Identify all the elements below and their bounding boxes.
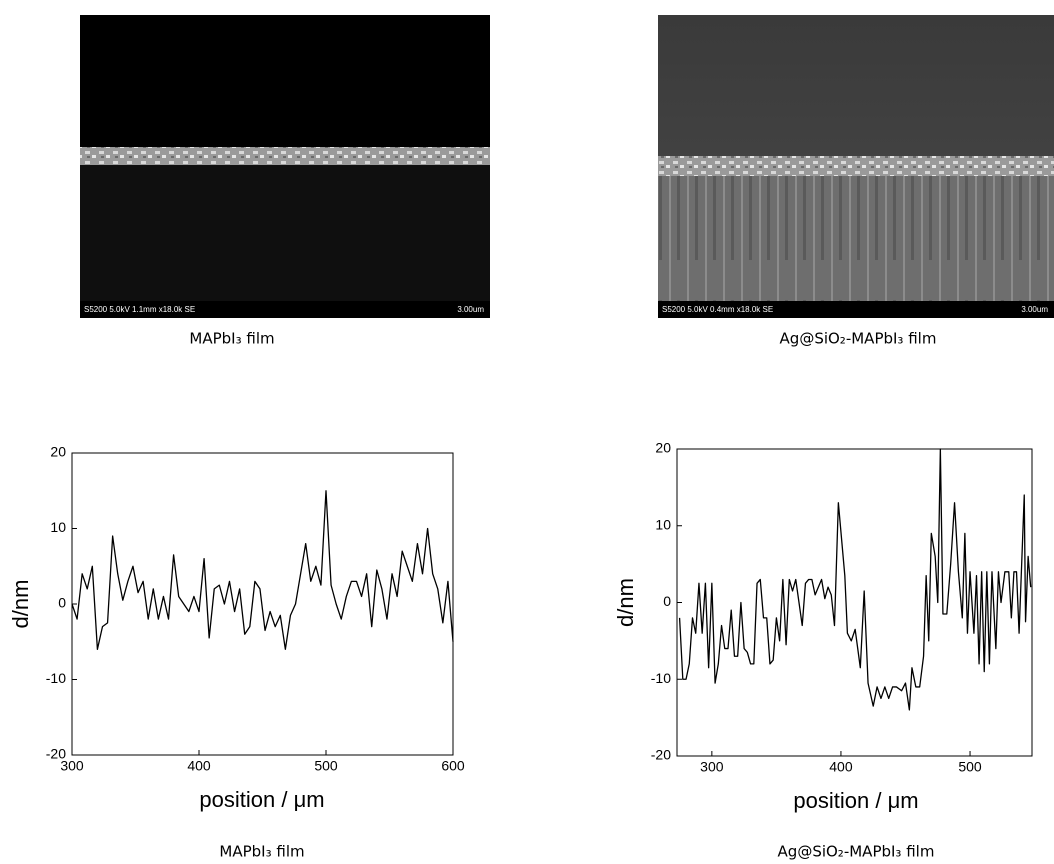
- x-tick-label: 500: [958, 759, 982, 775]
- y-tick-label: -10: [651, 670, 671, 686]
- sem-scale: 3.00um: [1021, 305, 1048, 314]
- data-line: [678, 448, 1032, 711]
- y-tick-label: -10: [46, 670, 66, 686]
- y-axis-label: d/nm: [613, 578, 638, 627]
- sem-image: [658, 15, 1054, 318]
- plot-frame: [71, 452, 454, 756]
- x-tick-label: 300: [60, 758, 84, 774]
- x-axis-label: position / μm: [793, 788, 918, 813]
- x-tick-label: 400: [829, 759, 853, 775]
- caption: MAPbI₃ film: [219, 843, 304, 861]
- y-axis-label: d/nm: [8, 580, 33, 629]
- sem-info: S5200 5.0kV 1.1mm x18.0k SE: [84, 305, 195, 314]
- sem-scale: 3.00um: [457, 305, 484, 314]
- sem-info: S5200 5.0kV 0.4mm x18.0k SE: [662, 305, 773, 314]
- caption: Ag@SiO₂-MAPbI₃ film: [778, 843, 935, 861]
- y-tick-label: -20: [46, 746, 66, 762]
- image-labels: S5200 5.0kV 1.1mm x18.0k SE 3.00um MAPbI…: [84, 305, 1048, 347]
- plot-frame: [676, 448, 1033, 757]
- sem-image: [80, 15, 490, 318]
- caption: MAPbI₃ film: [189, 330, 274, 348]
- x-tick-label: 300: [700, 759, 724, 775]
- data-line: [71, 490, 454, 650]
- y-tick-label: 0: [58, 595, 66, 611]
- x-tick-label: 400: [187, 758, 211, 774]
- y-tick-label: -20: [651, 747, 671, 763]
- y-tick-label: 0: [663, 593, 671, 609]
- y-tick-label: 10: [50, 519, 66, 535]
- x-axis-label: position / μm: [199, 787, 324, 812]
- x-tick-label: 500: [314, 758, 338, 774]
- y-tick-label: 20: [655, 440, 671, 456]
- caption: Ag@SiO₂-MAPbI₃ film: [780, 330, 937, 348]
- y-tick-label: 20: [50, 444, 66, 460]
- x-tick-label: 600: [441, 758, 465, 774]
- y-tick-label: 10: [655, 516, 671, 532]
